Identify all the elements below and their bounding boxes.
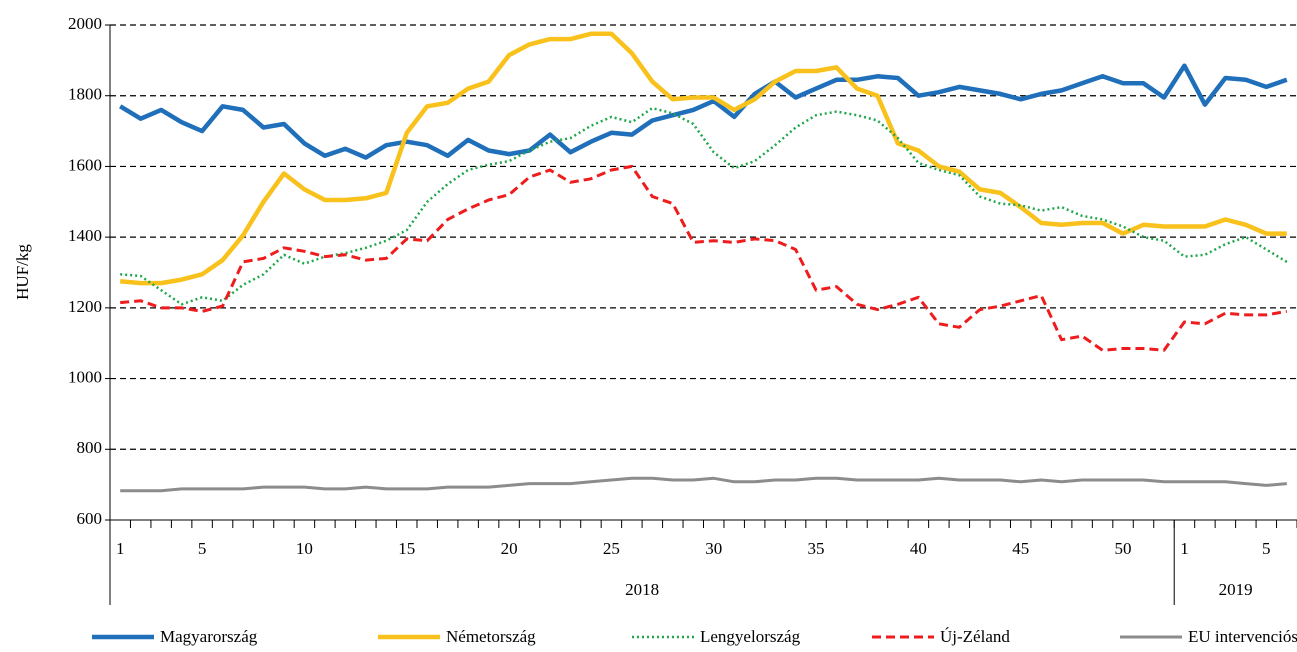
y-axis-label: HUF/kg [13, 244, 32, 300]
legend-label: Németország [446, 627, 536, 646]
x-tick-label: 5 [1262, 539, 1271, 558]
y-tick-label: 600 [77, 509, 103, 528]
series-line [120, 476, 1287, 493]
x-tick-label: 40 [910, 539, 927, 558]
series-line [120, 31, 1287, 286]
y-tick-label: 1200 [68, 297, 102, 316]
y-tick-label: 2000 [68, 14, 102, 33]
x-tick-label: 1 [1180, 539, 1189, 558]
series-line [119, 63, 1288, 160]
legend-label: Lengyelország [700, 627, 801, 646]
x-tick-label: 45 [1012, 539, 1029, 558]
y-tick-label: 1800 [68, 85, 102, 104]
y-tick-label: 1400 [68, 226, 102, 245]
group-label: 2018 [625, 580, 659, 599]
x-tick-label: 50 [1115, 539, 1132, 558]
y-tick-label: 1000 [68, 367, 102, 386]
x-tick-label: 30 [705, 539, 722, 558]
x-tick-label: 1 [116, 539, 125, 558]
legend-label: Új-Zéland [940, 627, 1010, 646]
x-tick-label: 20 [501, 539, 518, 558]
series-line [120, 164, 1288, 352]
y-tick-label: 1600 [68, 155, 102, 174]
x-tick-label: 10 [296, 539, 313, 558]
legend-label: EU intervenciós [1188, 627, 1297, 646]
legend-label: Magyarország [160, 627, 258, 646]
x-tick-label: 25 [603, 539, 620, 558]
group-label: 2019 [1219, 580, 1253, 599]
x-tick-label: 5 [198, 539, 207, 558]
x-tick-label: 15 [398, 539, 415, 558]
y-tick-label: 800 [77, 438, 103, 457]
x-tick-label: 35 [808, 539, 825, 558]
